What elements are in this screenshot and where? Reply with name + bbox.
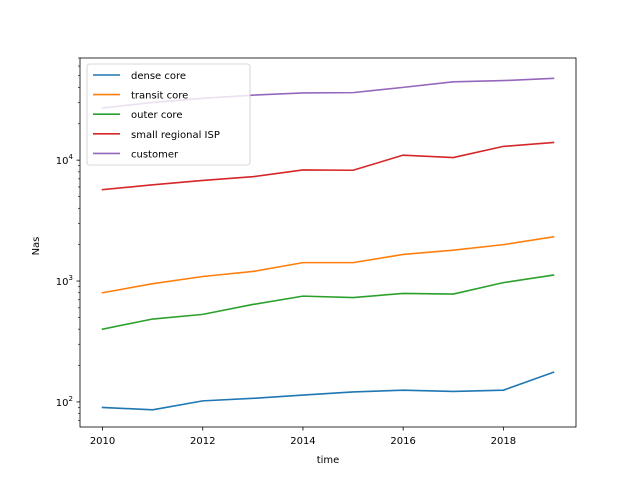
legend-label: outer core — [131, 110, 182, 121]
series-line-3 — [101, 141, 555, 191]
legend-label: transit core — [131, 91, 188, 102]
legend-box — [86, 63, 251, 166]
legend-label: small regional ISP — [131, 130, 220, 141]
series-line-1 — [101, 235, 555, 294]
x-tick-label: 2018 — [491, 436, 516, 447]
series-line-0 — [101, 371, 555, 411]
y-axis-label: Nas — [31, 237, 42, 256]
y-tick-label: 102 — [56, 395, 73, 409]
x-tick-label: 2010 — [90, 436, 115, 447]
legend-label: dense core — [131, 71, 186, 82]
series-layer — [101, 77, 555, 411]
legend: dense core transit core outer core small re… — [86, 63, 251, 166]
x-tick-label: 2012 — [190, 436, 215, 447]
x-tick-label: 2014 — [290, 436, 315, 447]
y-tick-label: 103 — [56, 274, 73, 288]
y-tick-label: 104 — [56, 153, 74, 167]
axes-frame — [79, 57, 577, 428]
legend-label: customer — [131, 149, 179, 160]
x-tick-label: 2016 — [390, 436, 415, 447]
axes-layer: 2010 2012 2014 2016 2018 102 103 104 — [56, 57, 577, 447]
x-axis-label: time — [317, 455, 340, 466]
series-line-2 — [101, 274, 555, 331]
